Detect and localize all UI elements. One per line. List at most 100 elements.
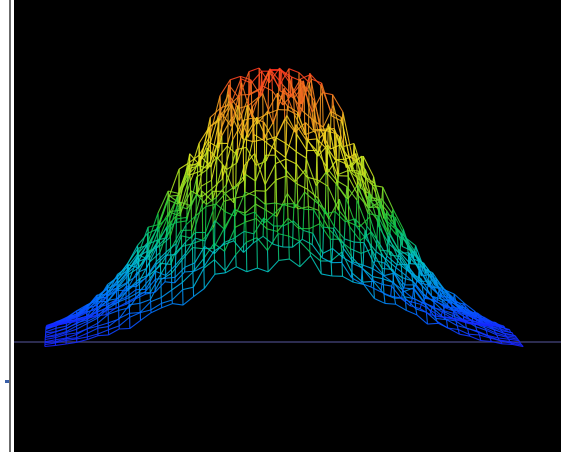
mesh-segment (275, 154, 286, 170)
mesh-segment (361, 267, 373, 281)
mesh-segment (228, 101, 231, 106)
mesh-segment (405, 275, 417, 286)
mesh-segment (203, 243, 215, 260)
mesh-segment (356, 199, 368, 227)
mesh-segment (192, 247, 204, 250)
mesh-segment (87, 335, 99, 341)
mesh-segment (66, 317, 77, 322)
mesh-segment (185, 193, 197, 218)
mesh-segment (282, 203, 285, 226)
mesh-segment (87, 327, 99, 334)
mesh-segment (341, 248, 344, 258)
mesh-segment (252, 138, 264, 143)
mesh-segment (395, 303, 407, 311)
mesh-segment (155, 254, 167, 266)
mesh-segment (216, 143, 219, 160)
mesh-segment (55, 333, 67, 339)
left-margin (0, 0, 14, 452)
mesh-segment (117, 289, 130, 299)
mesh-segment (253, 217, 265, 235)
mesh-segment (315, 150, 318, 186)
mesh-segment (253, 117, 265, 123)
mesh-segment (416, 255, 419, 259)
mesh-segment (437, 293, 449, 302)
mesh-segment (350, 155, 362, 168)
mesh-segment (56, 320, 67, 325)
mesh-segment (424, 267, 436, 286)
mesh-segment (319, 85, 322, 129)
mesh-segment (360, 248, 372, 254)
mesh-segment (276, 93, 279, 137)
mesh-segment (476, 319, 479, 321)
mesh-segment (342, 275, 354, 283)
mesh-segment (258, 67, 270, 84)
mesh-segment (307, 206, 310, 229)
mesh-segment (224, 211, 226, 230)
mesh-segment (147, 212, 159, 243)
mesh-segment (312, 119, 324, 128)
mesh-segment (244, 191, 256, 197)
mesh-segment (115, 303, 126, 309)
mesh-segment (341, 262, 352, 278)
mesh-segment (488, 336, 491, 339)
mesh-segment (371, 185, 374, 202)
mesh-segment (193, 288, 205, 298)
mesh-segment (335, 180, 338, 184)
mesh-segment (135, 293, 146, 300)
mesh-segment (215, 192, 227, 205)
mesh-segment (459, 333, 471, 337)
mesh-segment (341, 251, 353, 274)
mesh-segment (244, 203, 257, 214)
mesh-segment (55, 338, 67, 343)
mesh-segment (419, 264, 431, 286)
mesh-segment (319, 260, 322, 274)
mesh-segment (484, 327, 496, 334)
mesh-segment (296, 183, 308, 190)
mesh-segment (302, 209, 305, 231)
mesh-segment (172, 303, 184, 306)
mesh-segment (488, 335, 500, 341)
mesh-segment (383, 263, 386, 276)
mesh-segment (501, 330, 504, 334)
mesh-segment (344, 159, 347, 168)
mesh-segment (402, 289, 413, 299)
mesh-segment (430, 310, 442, 318)
mesh-segment (273, 121, 275, 142)
mesh-segment (407, 252, 410, 271)
mesh-segment (225, 211, 236, 217)
mesh-segment (339, 144, 351, 161)
mesh-segment (333, 226, 345, 240)
mesh-segment (455, 320, 458, 326)
mesh-segment (517, 338, 520, 342)
mesh-segment (415, 280, 418, 285)
mesh-segment (476, 319, 488, 323)
mesh-segment (236, 104, 248, 156)
mesh-segment (288, 258, 301, 268)
mesh-segment (312, 209, 315, 234)
mesh-segment (361, 282, 372, 288)
mesh-segment (184, 270, 195, 273)
mesh-segment (507, 336, 518, 340)
mesh-segment (404, 275, 407, 285)
mesh-segment (422, 267, 433, 274)
mesh-segment (233, 208, 236, 239)
mesh-segment (394, 273, 406, 286)
mesh-segment (372, 268, 384, 276)
mesh-segment (206, 156, 218, 171)
mesh-segment (243, 215, 246, 232)
mesh-segment (372, 276, 384, 280)
mesh-segment (322, 227, 325, 254)
mesh-segment (115, 296, 127, 302)
mesh-segment (214, 259, 226, 271)
mesh-segment (219, 79, 231, 96)
mesh-segment (248, 96, 259, 106)
mesh-segment (435, 318, 438, 322)
mesh-segment (246, 104, 248, 135)
mesh-segment (362, 155, 375, 178)
mesh-segment (370, 280, 373, 288)
mesh-segment (45, 337, 56, 341)
mesh-segment (174, 271, 186, 284)
mesh-segment (198, 126, 210, 144)
mesh-segment (411, 289, 415, 299)
mesh-segment (402, 291, 405, 297)
